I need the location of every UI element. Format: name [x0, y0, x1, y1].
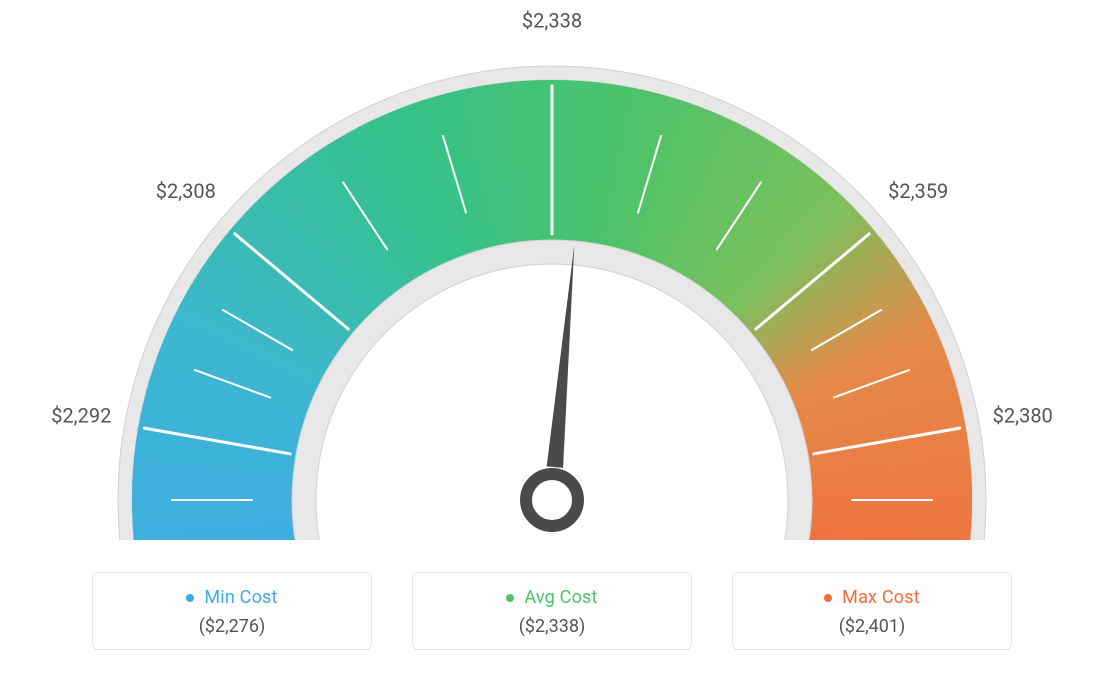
- legend-card-avg: Avg Cost ($2,338): [412, 572, 692, 651]
- svg-text:$2,338: $2,338: [522, 8, 582, 32]
- cost-gauge-chart: $2,276$2,292$2,308$2,338$2,359$2,380$2,4…: [0, 0, 1104, 690]
- svg-text:$2,380: $2,380: [993, 403, 1053, 427]
- svg-text:$2,292: $2,292: [51, 403, 111, 427]
- legend-dot-avg: [506, 594, 514, 602]
- legend-title-max: Max Cost: [824, 587, 920, 608]
- legend-title-avg: Avg Cost: [506, 587, 597, 608]
- legend-label-min: Min Cost: [204, 587, 277, 608]
- legend-title-min: Min Cost: [186, 587, 277, 608]
- legend-value-max: ($2,401): [733, 616, 1011, 637]
- legend-dot-min: [186, 594, 194, 602]
- legend-card-max: Max Cost ($2,401): [732, 572, 1012, 651]
- legend-label-avg: Avg Cost: [524, 587, 597, 608]
- svg-text:$2,359: $2,359: [888, 179, 948, 203]
- svg-text:$2,308: $2,308: [156, 179, 216, 203]
- legend-card-min: Min Cost ($2,276): [92, 572, 372, 651]
- legend-value-min: ($2,276): [93, 616, 371, 637]
- legend-dot-max: [824, 594, 832, 602]
- legend-row: Min Cost ($2,276) Avg Cost ($2,338) Max …: [0, 572, 1104, 651]
- gauge-svg: $2,276$2,292$2,308$2,338$2,359$2,380$2,4…: [0, 0, 1104, 540]
- legend-value-avg: ($2,338): [413, 616, 691, 637]
- legend-label-max: Max Cost: [842, 587, 920, 608]
